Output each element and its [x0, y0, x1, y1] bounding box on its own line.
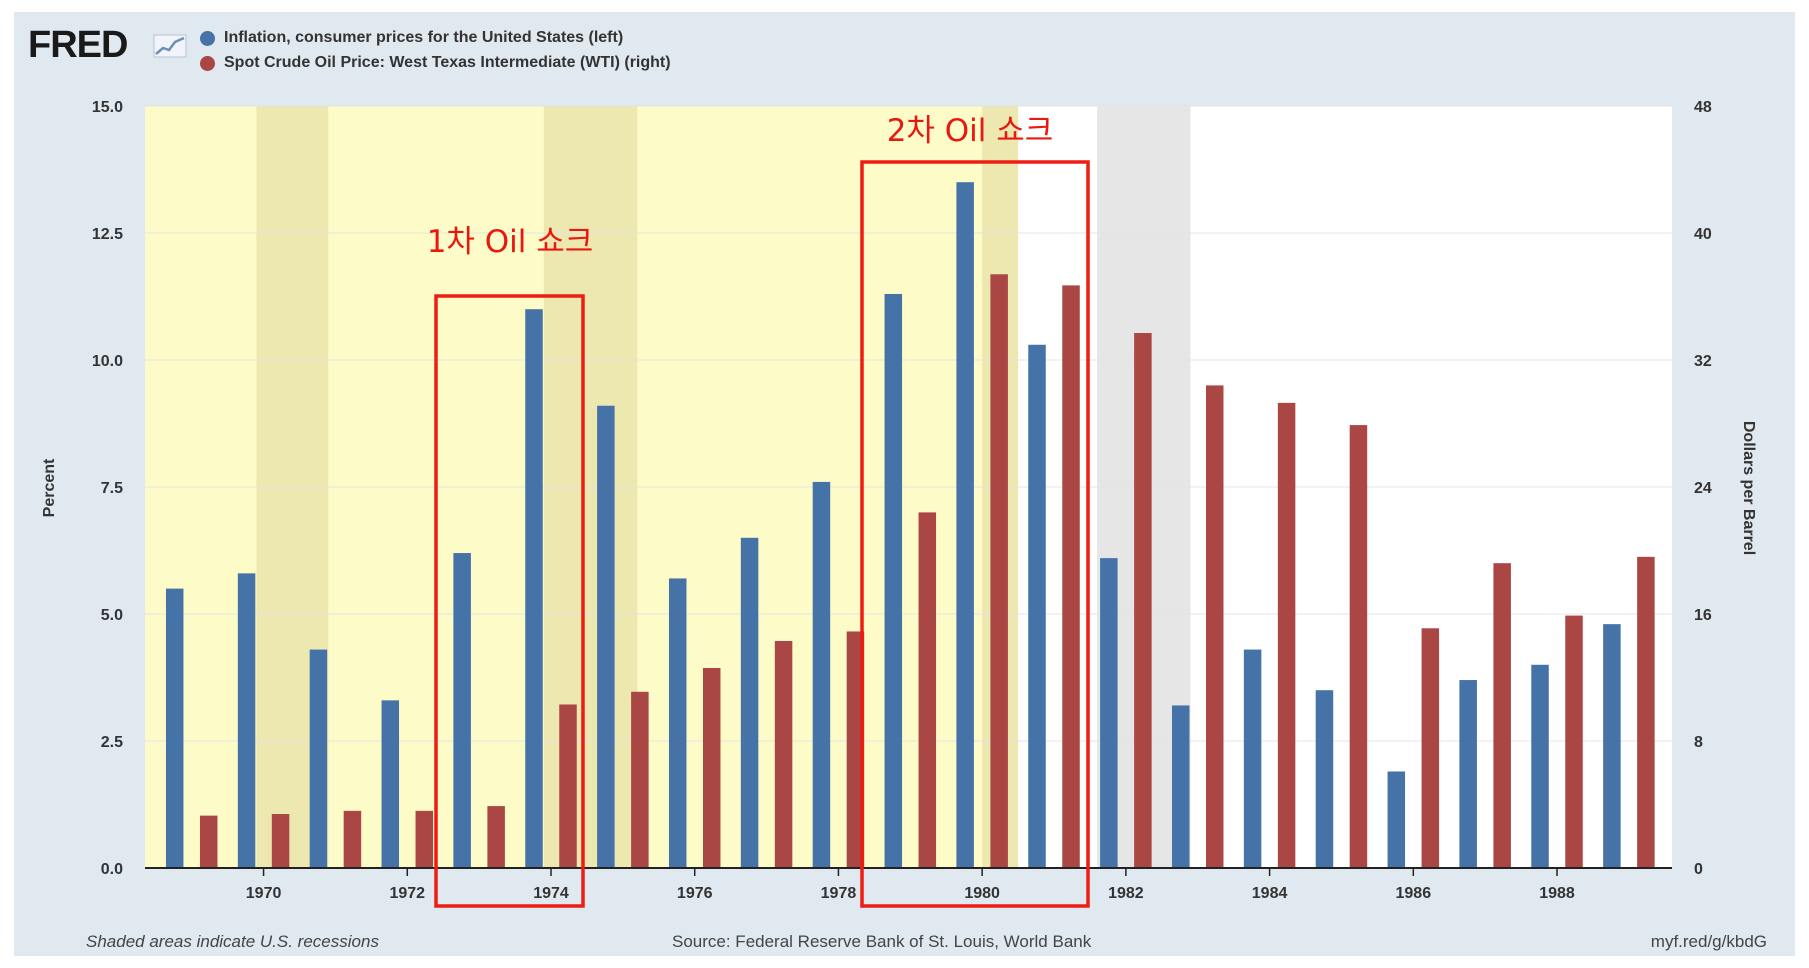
y-left-tick-label: 5.0	[101, 607, 123, 624]
bar-inflation-1974	[525, 309, 543, 868]
annotation-label-2: 2차 Oil 쇼크	[887, 113, 1054, 149]
bar-oil-1980	[990, 274, 1008, 868]
annotation-box-2	[860, 160, 1090, 908]
y-axis-left-title: Percent	[41, 458, 58, 517]
bar-oil-1969	[199, 815, 218, 868]
x-tick-label: 1972	[389, 885, 425, 902]
bar-oil-1974	[559, 704, 577, 868]
legend-dot-oil	[200, 55, 215, 71]
y-right-tick-label: 0	[1694, 861, 1703, 878]
x-tick-label: 1986	[1396, 885, 1432, 902]
bar-oil-1982	[1134, 333, 1152, 868]
bar-oil-1971	[343, 810, 362, 868]
bar-inflation-1985	[1315, 690, 1334, 868]
x-tick-label: 1974	[533, 885, 569, 902]
grid-lines	[145, 105, 1672, 742]
legend-dot-inflation	[200, 30, 215, 46]
y-axis-right-title: Dollars per Barrel	[1740, 421, 1757, 555]
bar-inflation-1979	[884, 293, 903, 869]
bar-inflation-1984	[1243, 649, 1262, 868]
bar-inflation-1987	[1459, 680, 1477, 868]
y-left-tick-label: 0.0	[101, 861, 123, 878]
bar-inflation-1982	[1100, 558, 1118, 868]
bar-oil-1977	[774, 640, 793, 868]
legend-label-inflation: Inflation, consumer prices for the Unite…	[224, 29, 624, 46]
bar-oil-1970	[271, 814, 290, 868]
bar-inflation-1971	[309, 649, 328, 868]
source-text: Source: Federal Reserve Bank of St. Loui…	[672, 932, 1092, 951]
annotation-box-1	[434, 294, 585, 908]
bar-inflation-1983	[1171, 705, 1190, 868]
bar-oil-1975	[631, 691, 649, 868]
y-left-tick-label: 15.0	[92, 99, 123, 116]
bar-inflation-1977	[740, 537, 759, 868]
bar-inflation-1986	[1387, 771, 1406, 868]
x-tick-label: 1984	[1252, 885, 1288, 902]
bar-inflation-1988	[1531, 664, 1549, 868]
bar-oil-1983	[1205, 385, 1224, 868]
y-left-tick-label: 7.5	[101, 480, 123, 497]
bar-series	[165, 182, 1655, 869]
bar-oil-1973	[487, 806, 505, 868]
bar-inflation-1989	[1603, 624, 1621, 868]
bar-oil-1985	[1349, 425, 1368, 868]
legend-item-oil: Spot Crude Oil Price: West Texas Interme…	[200, 54, 671, 72]
bar-inflation-1976	[668, 578, 687, 868]
y-right-tick-label: 24	[1694, 480, 1712, 497]
recession-note: Shaded areas indicate U.S. recessions	[86, 932, 379, 951]
bar-inflation-1981	[1028, 344, 1046, 868]
x-tick-label: 1976	[677, 885, 713, 902]
fred-chart-icon	[153, 34, 187, 58]
fred-logo: FRED	[28, 24, 128, 66]
bar-inflation-1972	[381, 700, 400, 868]
bar-oil-1976	[702, 667, 721, 868]
legend-item-inflation: Inflation, consumer prices for the Unite…	[200, 29, 623, 47]
axes: 0.0 2.5 5.0 7.5 10.0 12.5 15.0 0 8 16 24 32 40 48 1970…	[92, 99, 1712, 902]
y-right-tick-label: 48	[1694, 99, 1712, 116]
bar-inflation-1969	[165, 588, 184, 868]
y-right-tick-label: 16	[1694, 607, 1712, 624]
bar-oil-1987	[1493, 563, 1511, 868]
annotations: 1차 Oil 쇼크 2차 Oil 쇼크	[427, 113, 1090, 908]
y-left-tick-label: 2.5	[101, 734, 123, 751]
bar-inflation-1973	[453, 553, 471, 868]
bar-oil-1978	[846, 631, 865, 868]
x-tick-label: 1988	[1539, 885, 1575, 902]
bar-oil-1972	[415, 810, 434, 868]
bar-inflation-1975	[597, 405, 615, 868]
x-tick-label: 1978	[821, 885, 857, 902]
x-tick-label: 1982	[1108, 885, 1144, 902]
y-right-tick-label: 8	[1694, 734, 1703, 751]
y-right-tick-label: 32	[1694, 353, 1712, 370]
bar-oil-1984	[1277, 402, 1296, 868]
annotation-label-1: 1차 Oil 쇼크	[427, 224, 594, 260]
bar-inflation-1978	[812, 481, 831, 868]
y-left-tick-label: 10.0	[92, 353, 123, 370]
x-tick-label: 1970	[246, 885, 282, 902]
short-link[interactable]: myf.red/g/kbdG	[1650, 932, 1767, 951]
legend-label-oil: Spot Crude Oil Price: West Texas Interme…	[224, 54, 671, 71]
bar-oil-1979	[918, 512, 937, 868]
y-left-tick-label: 12.5	[92, 226, 123, 243]
bar-oil-1981	[1062, 285, 1080, 868]
bar-oil-1988	[1565, 615, 1583, 868]
bar-oil-1989	[1637, 556, 1655, 868]
bar-inflation-1980	[956, 182, 974, 868]
y-right-tick-label: 40	[1694, 226, 1712, 243]
bar-inflation-1970	[237, 573, 256, 868]
x-tick-label: 1980	[964, 885, 1000, 902]
bar-oil-1986	[1421, 628, 1440, 868]
